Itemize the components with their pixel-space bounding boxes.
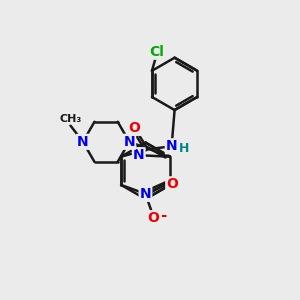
- Text: -: -: [160, 208, 167, 223]
- Text: N: N: [140, 187, 151, 201]
- Text: O: O: [147, 211, 159, 225]
- Text: N: N: [77, 135, 89, 149]
- Text: O: O: [166, 177, 178, 191]
- Text: O: O: [128, 121, 140, 135]
- Text: N: N: [166, 139, 177, 153]
- Text: CH₃: CH₃: [59, 114, 82, 124]
- Text: H: H: [179, 142, 189, 155]
- Text: N: N: [124, 135, 135, 149]
- Text: Cl: Cl: [149, 45, 164, 59]
- Text: N: N: [133, 148, 145, 162]
